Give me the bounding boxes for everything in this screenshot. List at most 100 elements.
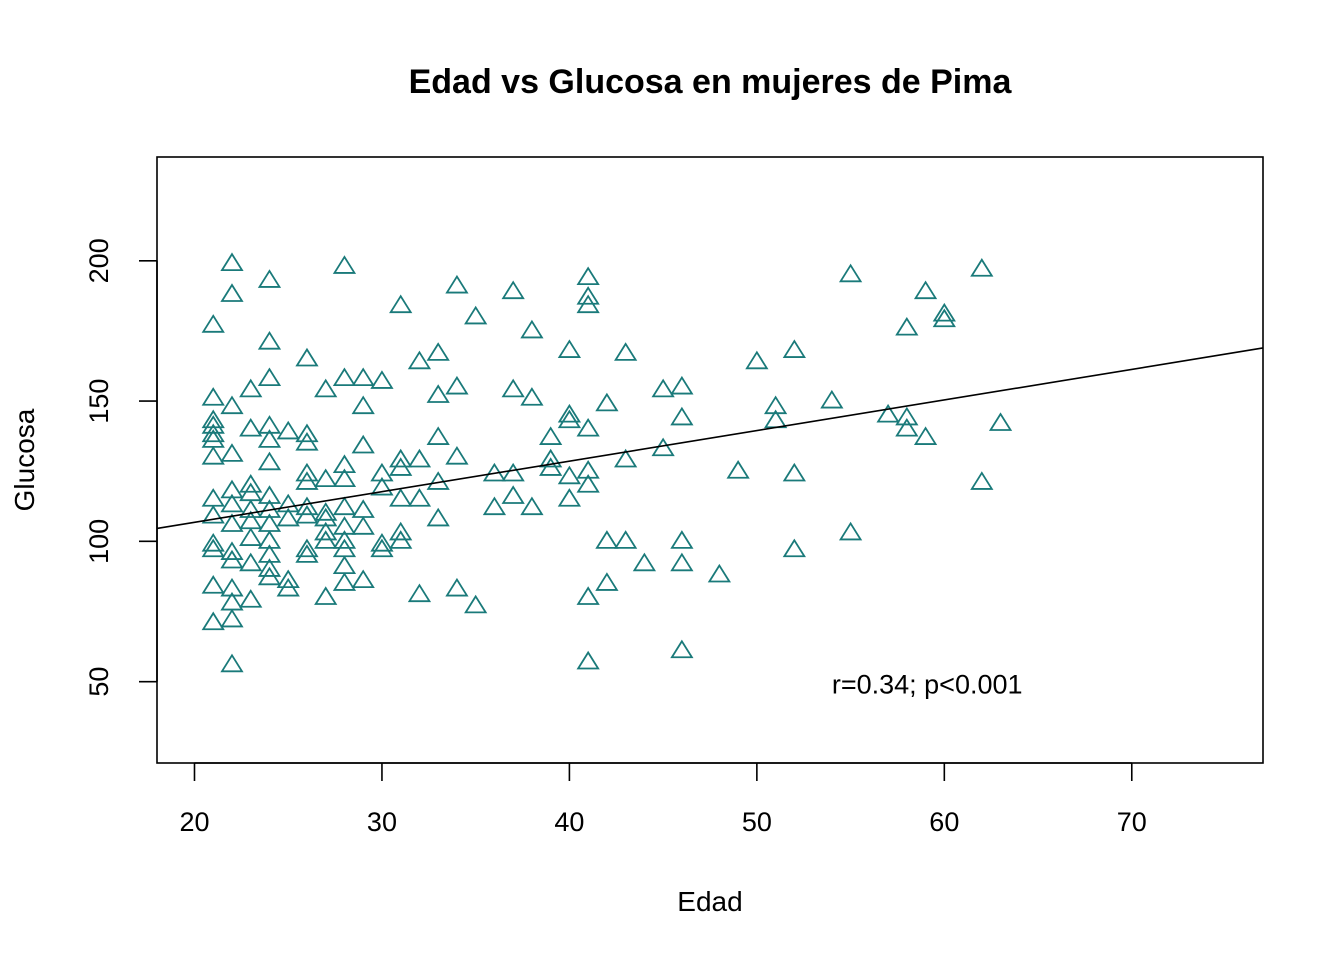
data-point (426, 426, 450, 445)
data-point (332, 530, 357, 549)
data-point (332, 255, 357, 274)
data-point (314, 502, 338, 521)
data-point (445, 445, 469, 465)
data-point (389, 488, 413, 507)
data-point (539, 426, 563, 445)
data-point (501, 378, 525, 398)
data-point (670, 375, 694, 395)
data-point (220, 513, 244, 532)
data-point (895, 417, 919, 437)
data-point (595, 572, 619, 591)
data-point (257, 367, 282, 387)
data-point (445, 274, 469, 294)
data-point (670, 530, 694, 549)
data-point (220, 549, 244, 569)
x-tick-label: 20 (179, 807, 209, 837)
data-point (220, 541, 244, 560)
data-point (464, 594, 488, 614)
data-point (932, 302, 956, 322)
data-point (257, 330, 282, 350)
data-point (895, 316, 919, 336)
data-point (220, 283, 244, 302)
data-point (295, 462, 319, 482)
y-tick-label: 50 (84, 667, 114, 697)
data-point (426, 507, 450, 527)
data-point (445, 375, 469, 395)
data-point (745, 350, 769, 370)
data-point (276, 420, 300, 440)
data-point (257, 566, 282, 586)
data-point (239, 417, 263, 437)
data-point (220, 479, 244, 499)
data-point (389, 457, 413, 476)
data-point (201, 504, 225, 524)
x-tick-label: 60 (929, 807, 959, 837)
data-point (220, 493, 244, 513)
data-point (332, 496, 357, 516)
data-point (220, 252, 244, 272)
correlation-annotation: r=0.34; p<0.001 (832, 669, 1023, 699)
data-point (501, 280, 525, 300)
data-point (257, 485, 282, 504)
data-point (407, 350, 432, 370)
data-point (332, 572, 357, 591)
data-point (407, 583, 432, 603)
data-point (370, 538, 394, 558)
data-point (557, 403, 582, 423)
data-point (276, 507, 300, 527)
data-point (201, 415, 225, 434)
x-axis-label: Edad (677, 886, 742, 917)
data-point (576, 650, 600, 670)
data-point (239, 499, 263, 518)
data-points (201, 252, 1013, 673)
x-tick-label: 70 (1117, 807, 1147, 837)
data-point (257, 530, 282, 549)
chart-title: Edad vs Glucosa en mujeres de Pima (409, 63, 1013, 101)
data-point (876, 403, 900, 423)
data-point (820, 389, 844, 409)
data-point (201, 538, 225, 558)
data-point (314, 507, 338, 527)
data-point (782, 339, 806, 358)
data-point (332, 468, 357, 488)
data-point (557, 409, 582, 429)
data-point (295, 347, 319, 367)
data-point (201, 387, 225, 406)
data-point (239, 378, 263, 398)
data-point (257, 429, 282, 448)
x-tick-label: 30 (367, 807, 397, 837)
data-point (201, 423, 225, 443)
data-point (651, 378, 675, 398)
data-point (220, 577, 244, 597)
data-point (295, 431, 319, 451)
data-point (220, 608, 244, 628)
data-point (726, 460, 750, 479)
data-point (520, 496, 544, 516)
data-point (332, 555, 357, 575)
data-point (201, 314, 225, 333)
data-point (970, 471, 994, 490)
data-point (314, 586, 338, 605)
data-point (838, 521, 863, 541)
y-axis: 50 100 150 200 (84, 238, 158, 697)
x-tick-label: 50 (742, 807, 772, 837)
data-point (445, 577, 469, 597)
data-point (614, 342, 638, 361)
data-point (501, 462, 525, 482)
data-point (201, 532, 225, 552)
data-point (389, 448, 413, 468)
data-point (257, 544, 282, 563)
data-point (913, 426, 938, 445)
data-point (539, 448, 563, 468)
plot-frame (156, 156, 1264, 764)
data-point (426, 384, 450, 403)
data-point (295, 496, 319, 516)
x-tick-label: 40 (554, 807, 584, 837)
data-point (389, 530, 413, 549)
data-point (520, 319, 544, 339)
data-point (464, 305, 488, 325)
data-point (389, 294, 413, 314)
data-point (576, 286, 600, 305)
data-point (913, 280, 938, 300)
data-point (295, 423, 319, 443)
